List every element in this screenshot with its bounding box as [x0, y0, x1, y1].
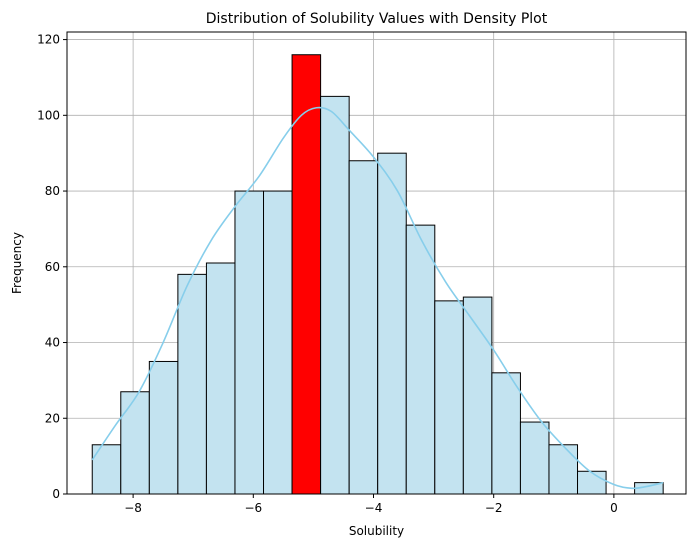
y-tick-label: 80 — [45, 184, 60, 198]
histogram-bar — [548, 444, 579, 495]
y-tick-label: 20 — [45, 411, 60, 425]
density-curve-group — [91, 106, 664, 490]
y-tick-label: 40 — [45, 336, 60, 350]
histogram-bar-highlighted — [291, 54, 322, 495]
chart-title: Distribution of Solubility Values with D… — [206, 11, 548, 27]
histogram-bar — [320, 95, 350, 495]
histogram-bar — [377, 152, 407, 495]
x-tick-label: −4 — [365, 501, 383, 515]
histogram-bar — [205, 262, 236, 495]
y-tick-label: 120 — [37, 33, 60, 47]
density-curve — [91, 106, 664, 490]
histogram-bar — [263, 190, 293, 495]
histogram-bar — [434, 300, 464, 495]
histogram-bar — [491, 372, 521, 495]
y-axis-label: Frequency — [10, 232, 24, 294]
x-tick-label: 0 — [610, 501, 618, 515]
y-tick-label: 0 — [52, 487, 60, 501]
histogram-bar — [577, 470, 607, 495]
y-tick-label: 100 — [37, 108, 60, 122]
histogram-bar — [519, 421, 550, 495]
x-axis-label: Solubility — [349, 524, 404, 538]
y-axis-ticks: 0 20 40 60 80 100 120 — [37, 33, 67, 501]
histogram-bar — [348, 160, 379, 495]
x-tick-label: −8 — [124, 501, 142, 515]
x-tick-label: −2 — [485, 501, 503, 515]
histogram-bar — [148, 360, 179, 495]
histogram-bar — [405, 224, 436, 495]
plot-frame — [66, 31, 687, 495]
x-axis-ticks: −8 −6 −4 −2 0 — [124, 494, 618, 515]
histogram-bars — [91, 54, 664, 495]
histogram-bar — [120, 391, 150, 495]
x-tick-label: −6 — [244, 501, 262, 515]
histogram-bar — [462, 296, 493, 495]
y-tick-label: 60 — [45, 260, 60, 274]
histogram-bar — [234, 190, 265, 495]
histogram-bar — [177, 273, 207, 495]
